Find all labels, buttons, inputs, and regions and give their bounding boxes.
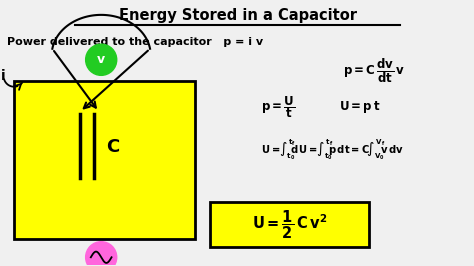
FancyBboxPatch shape	[210, 202, 369, 247]
Text: $\mathbf{U = \dfrac{1}{2}\,C\,v^2}$: $\mathbf{U = \dfrac{1}{2}\,C\,v^2}$	[252, 208, 327, 241]
Text: i: i	[1, 69, 6, 83]
Text: $\mathbf{p= C\,\dfrac{dv}{dt}\,v}$: $\mathbf{p= C\,\dfrac{dv}{dt}\,v}$	[343, 58, 406, 85]
Text: $\mathbf{p =\dfrac{U}{t}}$: $\mathbf{p =\dfrac{U}{t}}$	[261, 94, 295, 120]
Text: $\mathbf{U =\!\int_{t_0}^{t_f}\!\!dU =\!\int_{t_0}^{t_f}\!\!p\,dt = C\!\int_{V_0: $\mathbf{U =\!\int_{t_0}^{t_f}\!\!dU =\!…	[261, 137, 403, 162]
Circle shape	[86, 44, 117, 75]
Text: v: v	[97, 53, 105, 66]
Bar	[14, 81, 195, 239]
Text: Power delivered to the capacitor   p = i v: Power delivered to the capacitor p = i v	[7, 37, 263, 47]
Text: $\mathbf{U = p\,t}$: $\mathbf{U = p\,t}$	[339, 99, 381, 115]
Circle shape	[86, 242, 117, 266]
Text: C: C	[106, 138, 119, 156]
Text: Energy Stored in a Capacitor: Energy Stored in a Capacitor	[119, 8, 357, 23]
